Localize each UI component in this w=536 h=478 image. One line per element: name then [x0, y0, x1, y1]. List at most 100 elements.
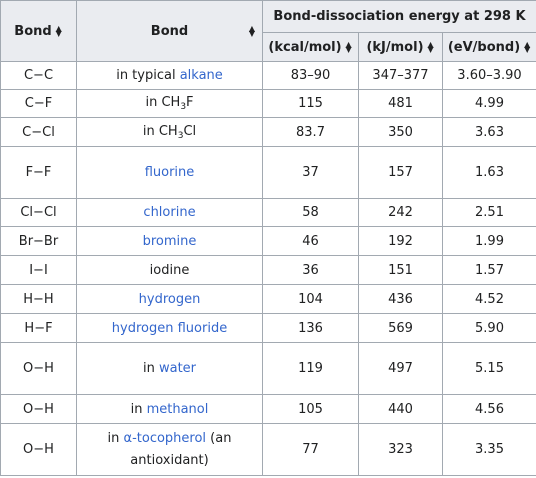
description-text: F [186, 95, 194, 110]
table-row: C−Cl in CH3Cl 83.7 350 3.63 [0, 117, 536, 147]
kcal-cell: 37 [262, 146, 359, 199]
description-cell: hydrogen [76, 284, 263, 314]
kj-cell: 481 [358, 89, 443, 118]
kcal-cell: 58 [262, 198, 359, 227]
subscript: 3 [177, 130, 184, 141]
table-row: C−C in typical alkane 83–90 347–377 3.60… [0, 61, 536, 90]
bond-description-header-label: Bond [150, 23, 189, 39]
ev-cell: 4.99 [442, 89, 536, 118]
bond-cell: F−F [0, 146, 77, 199]
description-text: Cl [183, 123, 197, 139]
kj-header[interactable]: (kJ/mol) ▲ ▼ [358, 32, 443, 62]
sort-arrows-icon[interactable]: ▲ ▼ [55, 24, 62, 38]
kcal-cell: 46 [262, 226, 359, 256]
kj-cell: 323 [358, 423, 443, 476]
table-row: C−F in CH3F 115 481 4.99 [0, 89, 536, 118]
kj-cell: 497 [358, 342, 443, 395]
kj-cell: 440 [358, 394, 443, 424]
sort-arrows-icon[interactable]: ▲ ▼ [345, 40, 352, 54]
ev-header-label: (eV/bond) [447, 39, 521, 55]
kcal-cell: 104 [262, 284, 359, 314]
description-cell: in α-tocopherol (an antioxidant) [76, 423, 263, 476]
kcal-cell: 115 [262, 89, 359, 118]
ev-cell: 5.90 [442, 313, 536, 343]
kj-cell: 151 [358, 255, 443, 285]
description-cell: in CH3Cl [76, 117, 263, 147]
bromine-link[interactable]: bromine [142, 233, 197, 249]
bond-cell: Br−Br [0, 226, 77, 256]
kcal-cell: 105 [262, 394, 359, 424]
kcal-cell: 77 [262, 423, 359, 476]
bond-cell: Cl−Cl [0, 198, 77, 227]
ev-cell: 3.60–3.90 [442, 61, 536, 90]
bond-cell: H−F [0, 313, 77, 343]
bond-cell: C−C [0, 61, 77, 90]
table-row: F−F fluorine 37 157 1.63 [0, 146, 536, 199]
bond-cell: C−Cl [0, 117, 77, 147]
kj-cell: 350 [358, 117, 443, 147]
sort-arrows-icon[interactable]: ▲ ▼ [427, 40, 434, 54]
description-text: in [130, 401, 147, 417]
ev-cell: 3.63 [442, 117, 536, 147]
kcal-cell: 36 [262, 255, 359, 285]
kj-cell: 569 [358, 313, 443, 343]
kcal-cell: 83–90 [262, 61, 359, 90]
table-row: I−I iodine 36 151 1.57 [0, 255, 536, 285]
energy-group-header: Bond-dissociation energy at 298 K [262, 0, 536, 33]
table-row: O−H in water 119 497 5.15 [0, 342, 536, 395]
bond-symbol-header-label: Bond [14, 23, 52, 39]
kj-header-label: (kJ/mol) [366, 39, 424, 55]
kj-cell: 192 [358, 226, 443, 256]
methanol-link[interactable]: methanol [146, 401, 209, 417]
description-cell: in water [76, 342, 263, 395]
description-cell: chlorine [76, 198, 263, 227]
description-cell: hydrogen fluoride [76, 313, 263, 343]
chlorine-link[interactable]: chlorine [143, 205, 196, 220]
bond-cell: O−H [0, 394, 77, 424]
description-text: in CH [145, 95, 181, 110]
ev-header[interactable]: (eV/bond) ▲ ▼ [442, 32, 536, 62]
bond-description-header[interactable]: Bond ▲ ▼ [76, 0, 263, 62]
fluorine-link[interactable]: fluorine [144, 165, 195, 180]
ev-cell: 4.56 [442, 394, 536, 424]
water-link[interactable]: water [158, 361, 197, 376]
description-cell: iodine [76, 255, 263, 285]
description-cell: in methanol [76, 394, 263, 424]
bond-symbol-header[interactable]: Bond ▲ ▼ [0, 0, 77, 62]
subscript: 3 [180, 102, 187, 112]
sort-arrows-icon[interactable]: ▲ ▼ [524, 40, 531, 54]
kcal-header-label: (kcal/mol) [268, 39, 342, 55]
ev-cell: 3.35 [442, 423, 536, 476]
kcal-cell: 136 [262, 313, 359, 343]
table-row: Br−Br bromine 46 192 1.99 [0, 226, 536, 256]
ev-cell: 5.15 [442, 342, 536, 395]
alkane-link[interactable]: alkane [179, 68, 223, 83]
bond-cell: H−H [0, 284, 77, 314]
kcal-cell: 83.7 [262, 117, 359, 147]
table-row: O−H in α-tocopherol (an antioxidant) 77 … [0, 423, 536, 476]
kcal-header[interactable]: (kcal/mol) ▲ ▼ [262, 32, 359, 62]
table-row: H−H hydrogen 104 436 4.52 [0, 284, 536, 314]
sort-arrows-icon[interactable]: ▲ ▼ [248, 24, 256, 38]
ev-cell: 1.63 [442, 146, 536, 199]
alpha-tocopherol-link[interactable]: α-tocopherol [123, 430, 207, 446]
description-text: in [107, 430, 124, 446]
table-row: Cl−Cl chlorine 58 242 2.51 [0, 198, 536, 227]
bond-cell: O−H [0, 342, 77, 395]
kj-cell: 157 [358, 146, 443, 199]
ev-cell: 1.99 [442, 226, 536, 256]
hydrogen-fluoride-link[interactable]: hydrogen fluoride [111, 320, 228, 336]
description-text: in typical [116, 68, 180, 83]
description-cell: bromine [76, 226, 263, 256]
description-text: (an antioxidant) [130, 430, 232, 468]
kj-cell: 347–377 [358, 61, 443, 90]
description-text: in [142, 361, 159, 376]
description-cell: fluorine [76, 146, 263, 199]
hydrogen-link[interactable]: hydrogen [138, 291, 201, 307]
bond-cell: C−F [0, 89, 77, 118]
bond-cell: O−H [0, 423, 77, 476]
ev-cell: 2.51 [442, 198, 536, 227]
kj-cell: 242 [358, 198, 443, 227]
ev-cell: 1.57 [442, 255, 536, 285]
